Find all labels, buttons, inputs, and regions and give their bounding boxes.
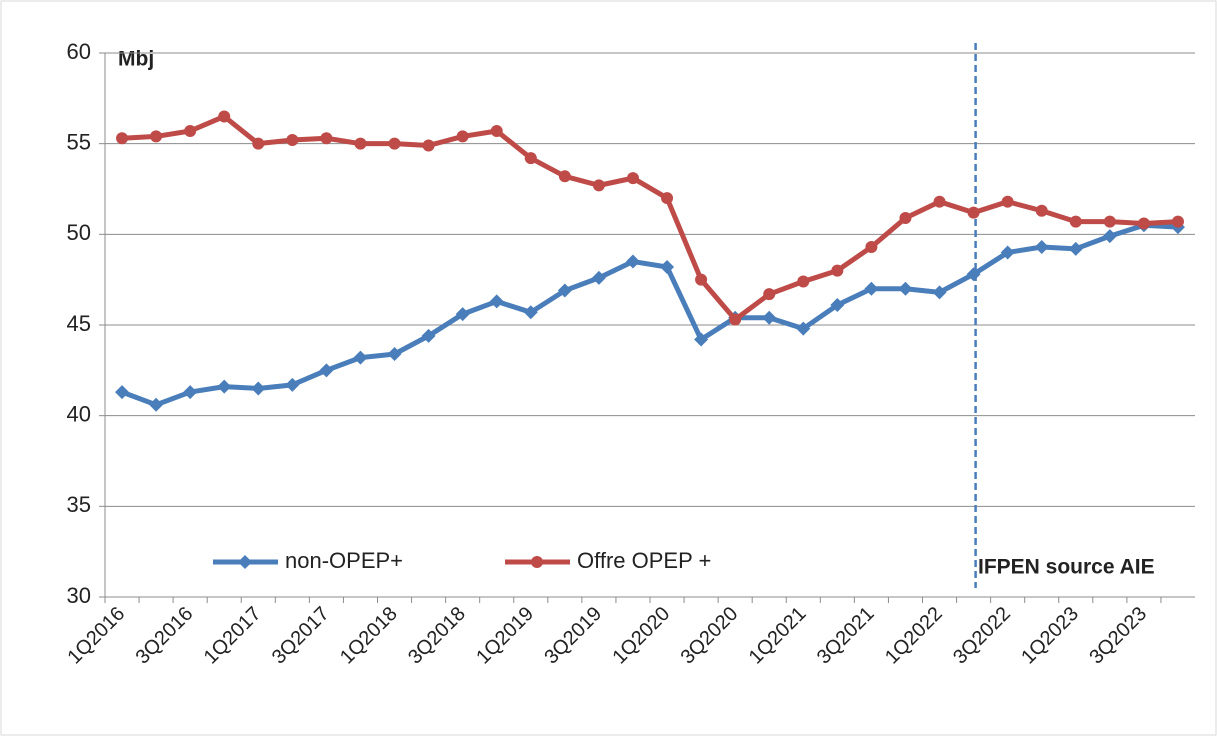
- data-point: [1068, 241, 1083, 256]
- data-point: [285, 377, 300, 392]
- y-tick-label: 45: [67, 311, 91, 336]
- data-point: [1103, 215, 1116, 228]
- data-point: [729, 313, 742, 326]
- data-point: [319, 363, 334, 378]
- data-point: [694, 332, 709, 347]
- data-point: [899, 212, 912, 225]
- data-point: [831, 264, 844, 277]
- data-point: [695, 273, 708, 286]
- data-point: [115, 385, 130, 400]
- data-point: [320, 132, 333, 145]
- legend-item: Offre OPEP +: [505, 548, 711, 573]
- data-point: [797, 275, 810, 288]
- data-point: [252, 137, 265, 150]
- data-point: [238, 555, 252, 569]
- data-point: [933, 195, 946, 208]
- data-point: [456, 130, 469, 143]
- data-point: [625, 254, 640, 269]
- data-point: [422, 139, 435, 152]
- data-point: [183, 385, 198, 400]
- data-point: [864, 281, 879, 296]
- y-tick-label: 40: [67, 401, 91, 426]
- data-point: [116, 132, 129, 145]
- unit-label: Mbj: [118, 48, 154, 71]
- data-point: [217, 379, 232, 394]
- data-point: [626, 172, 639, 185]
- data-point: [184, 124, 197, 137]
- legend-label: Offre OPEP +: [577, 548, 711, 573]
- data-point: [558, 170, 571, 183]
- data-point: [796, 321, 811, 336]
- source-note: IFPEN source AIE: [978, 556, 1155, 579]
- y-tick-label: 55: [67, 129, 91, 154]
- data-point: [661, 192, 674, 205]
- legend-item: non-OPEP+: [213, 548, 403, 573]
- data-point: [865, 241, 878, 254]
- data-point: [218, 110, 231, 123]
- data-point: [966, 267, 981, 282]
- y-tick-label: 60: [67, 39, 91, 64]
- data-point: [591, 270, 606, 285]
- y-tick-label: 50: [67, 220, 91, 245]
- data-point: [421, 328, 436, 343]
- data-point: [286, 134, 299, 147]
- series-line: [121, 222, 1179, 408]
- data-point: [523, 305, 538, 320]
- data-point: [557, 283, 572, 298]
- data-point: [763, 288, 776, 301]
- data-point: [354, 137, 367, 150]
- data-point: [1034, 240, 1049, 255]
- data-point: [762, 310, 777, 325]
- y-tick-label: 30: [67, 583, 91, 608]
- data-point: [149, 397, 164, 412]
- data-point: [1102, 229, 1117, 244]
- data-point: [524, 152, 537, 165]
- data-point: [967, 206, 980, 219]
- data-point: [1035, 204, 1048, 217]
- data-point: [1069, 215, 1082, 228]
- data-point: [932, 285, 947, 300]
- data-point: [388, 137, 401, 150]
- legend-label: non-OPEP+: [285, 548, 403, 573]
- data-point: [898, 281, 913, 296]
- data-point: [150, 130, 163, 143]
- data-point: [1001, 195, 1014, 208]
- data-point: [455, 307, 470, 322]
- data-point: [660, 259, 675, 274]
- data-point: [387, 347, 402, 362]
- data-point: [1137, 217, 1150, 230]
- data-point: [251, 381, 266, 396]
- data-point: [489, 294, 504, 309]
- y-tick-label: 35: [67, 492, 91, 517]
- data-point: [353, 350, 368, 365]
- data-point: [1171, 215, 1184, 228]
- data-point: [531, 556, 543, 568]
- data-point: [490, 124, 503, 137]
- data-point: [1000, 245, 1015, 260]
- data-point: [592, 179, 605, 192]
- data-point: [830, 298, 845, 313]
